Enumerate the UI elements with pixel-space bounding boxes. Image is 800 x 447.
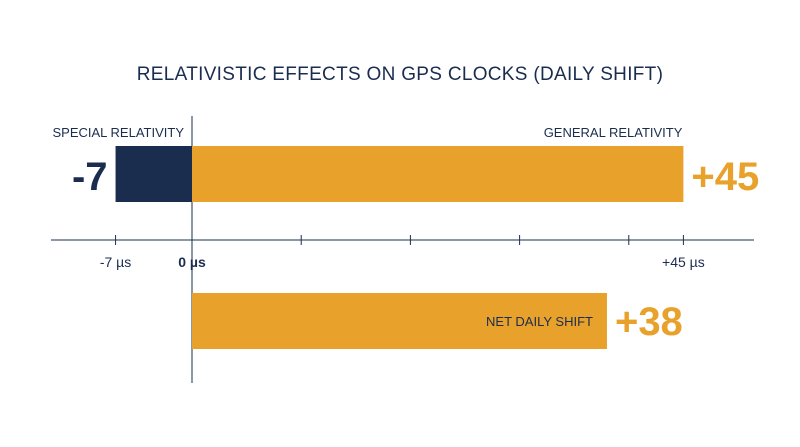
label-general-relativity: GENERAL RELATIVITY [544, 125, 683, 140]
value-general-relativity: +45 [691, 155, 759, 199]
bar-special-relativity [115, 146, 192, 202]
label-special-relativity: SPECIAL RELATIVITY [53, 125, 185, 140]
tick-label: -7 µs [100, 254, 131, 270]
label-net-daily-shift: NET DAILY SHIFT [486, 314, 593, 329]
bar-general-relativity [192, 146, 684, 202]
bar-net-daily-shift [192, 293, 607, 349]
tick-label: 0 µs [178, 254, 206, 270]
chart-title: RELATIVISTIC EFFECTS ON GPS CLOCKS (DAIL… [137, 64, 663, 85]
value-special-relativity: -7 [72, 155, 108, 199]
tick-label: +45 µs [662, 254, 705, 270]
axis-ticks: -7 µs 0 µs +45 µs [100, 235, 705, 270]
value-net-daily-shift: +38 [615, 300, 683, 344]
